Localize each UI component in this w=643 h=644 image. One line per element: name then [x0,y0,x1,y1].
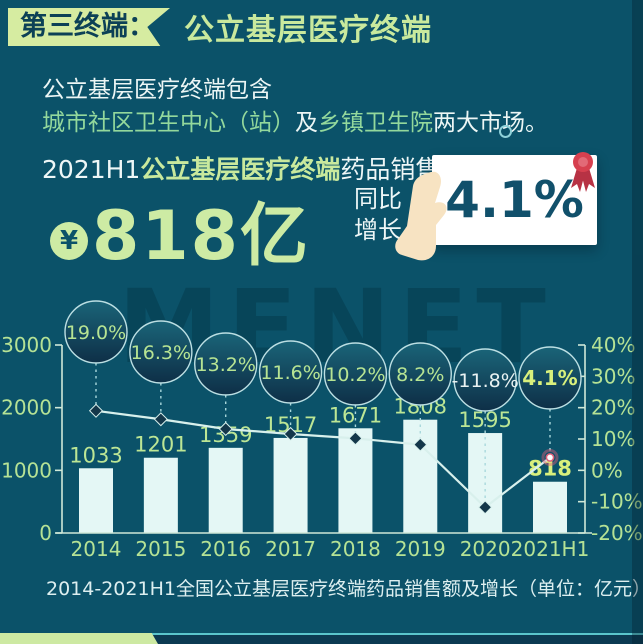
last-point-glow [541,448,559,466]
sales-growth-chart: 0 1000 2000 3000 40% 30% 20% 10% 0% -10% -20% 2014 2… [1,300,643,561]
growth-circle-label: 8.2% [396,364,444,386]
growth-circle [453,348,517,412]
bar-value-label: 1033 [69,443,122,467]
x-axis-label: 2015 [135,537,186,561]
last-point-marker [545,453,555,462]
right-tick-label: -20% [591,521,643,545]
line-marker [153,412,168,427]
footer-cyan-line [150,633,643,635]
line-marker [348,431,363,446]
yoy-label: 同比 增长 [354,184,402,246]
market-1: 城市社区卫生中心（站） [42,110,295,136]
growth-circle-label: 11.6% [260,362,320,384]
growth-circle-label: 13.2% [196,354,256,376]
left-tick-label: 1000 [1,458,52,482]
growth-value: 4.1% [445,171,584,229]
growth-circle-label: -11.8% [452,370,519,392]
header: 第三终端： 公立基层医疗终端 [8,8,432,48]
intro-line-2: 城市社区卫生中心（站）及乡镇卫生院两大市场。 [42,107,548,140]
right-tick-label: 40% [591,333,635,357]
growth-circle [129,320,193,384]
x-axis-label: 2016 [200,537,251,561]
growth-card: 4.1% [432,155,597,245]
growth-circle-label: 16.3% [131,342,191,364]
left-tick-label: 0 [39,521,52,545]
intro-text: 公立基层医疗终端包含 [42,77,272,103]
right-tick-label: 10% [591,427,635,451]
footer-bar [0,633,643,644]
intro-ending: 两大市场。 [433,110,548,136]
right-tick-label: 20% [591,396,635,420]
bar [338,428,373,533]
intro-paragraph: 公立基层医疗终端包含 城市社区卫生中心（站）及乡镇卫生院两大市场。 [42,74,548,140]
growth-circle-label: 4.1% [522,366,577,390]
yoy-line-2: 增长 [354,216,402,244]
left-tick-label: 3000 [1,333,52,357]
section-badge: 第三终端： [8,8,170,46]
line-marker [413,437,428,452]
bar [143,457,178,533]
right-edge-shade [632,0,643,644]
bar [532,481,567,533]
page-title: 公立基层医疗终端 [184,13,432,48]
right-tick-label: 30% [591,364,635,388]
line-marker [478,500,493,515]
left-tick-label: 2000 [1,396,52,420]
growth-circle [323,342,388,406]
x-axis-label: 2018 [330,537,381,561]
line-marker [283,426,298,442]
award-ribbon-icon [571,152,595,192]
yuan-icon: ¥ [50,221,88,260]
growth-circle-label: 19.0% [66,322,126,344]
growth-line [95,409,551,509]
growth-circle [258,340,323,404]
x-axis-label: 2014 [71,537,122,561]
x-axis-label: 2017 [265,537,316,561]
bar [273,437,308,533]
period-label: 2021H1 [42,155,141,184]
growth-circle [194,332,258,396]
terminal-term: 公立基层医疗终端 [140,155,341,184]
bar [208,447,243,533]
intro-conjunction: 及 [295,110,318,136]
sales-amount: 818亿 [92,197,310,276]
bar [79,468,113,533]
decorative-ring-icon [499,125,512,138]
bar-value-label: 1201 [134,433,187,457]
growth-circle [64,300,128,364]
right-tick-label: 0% [591,458,623,482]
yoy-line-1: 同比 [354,185,402,213]
line-marker [88,403,104,418]
x-axis-label: 2019 [395,537,446,561]
bar [403,419,438,533]
chart-caption: 2014-2021H1全国公立基层医疗终端药品销售额及增长（单位：亿元） [46,578,643,600]
line-marker [218,421,233,437]
intro-line-1: 公立基层医疗终端包含 [42,74,548,107]
x-axis-label: 2021H1 [511,537,590,561]
market-2: 乡镇卫生院 [318,110,433,136]
growth-circle [518,346,582,410]
x-axis-label: 2020 [460,537,511,561]
hand-icon [395,171,447,261]
growth-circle-label: 10.2% [325,364,385,386]
growth-circle [388,342,452,406]
right-tick-label: -10% [591,490,643,514]
amount-row: ¥ 818亿 [50,180,310,279]
footer-green-block [0,633,158,644]
